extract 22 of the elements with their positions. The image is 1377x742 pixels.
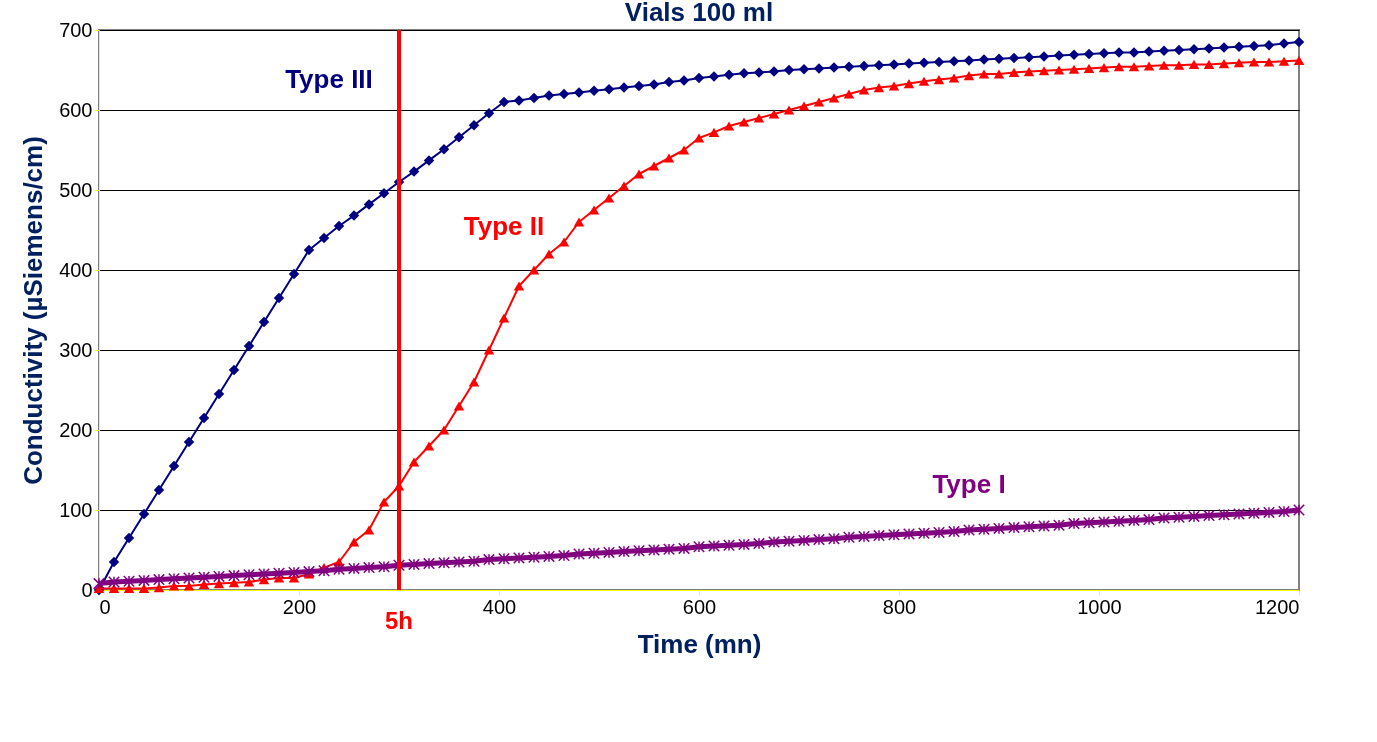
y-axis-title: Conductivity (µSiemens/cm): [18, 136, 49, 485]
x-tick-label: 600: [682, 595, 717, 618]
x-tick-label: 0: [99, 595, 111, 618]
y-tick-label: 100: [59, 498, 93, 521]
y-tick-label: 300: [59, 338, 93, 361]
x-tick-label: 800: [882, 595, 917, 618]
ref-line-label: 5h: [384, 607, 414, 634]
y-tick-label: 600: [59, 98, 93, 121]
x-tick-label: 1200: [1255, 595, 1300, 618]
series-label: Type I: [932, 469, 1006, 499]
text: Type III: [285, 64, 373, 94]
y-tick-label: 700: [59, 18, 93, 41]
x-axis-title: Time (mn): [637, 628, 762, 659]
y-tick-label: 500: [59, 178, 93, 201]
x-tick-label: 200: [282, 595, 317, 618]
x-tick-label: 400: [482, 595, 517, 618]
y-tick-label: 400: [59, 258, 93, 281]
x-tick-label: 1000: [1077, 595, 1122, 618]
y-tick-label: 0: [81, 578, 93, 601]
chart-title: Vials 100 ml: [624, 0, 774, 27]
y-tick-label: 200: [59, 418, 93, 441]
series-label: Type II: [463, 211, 545, 241]
